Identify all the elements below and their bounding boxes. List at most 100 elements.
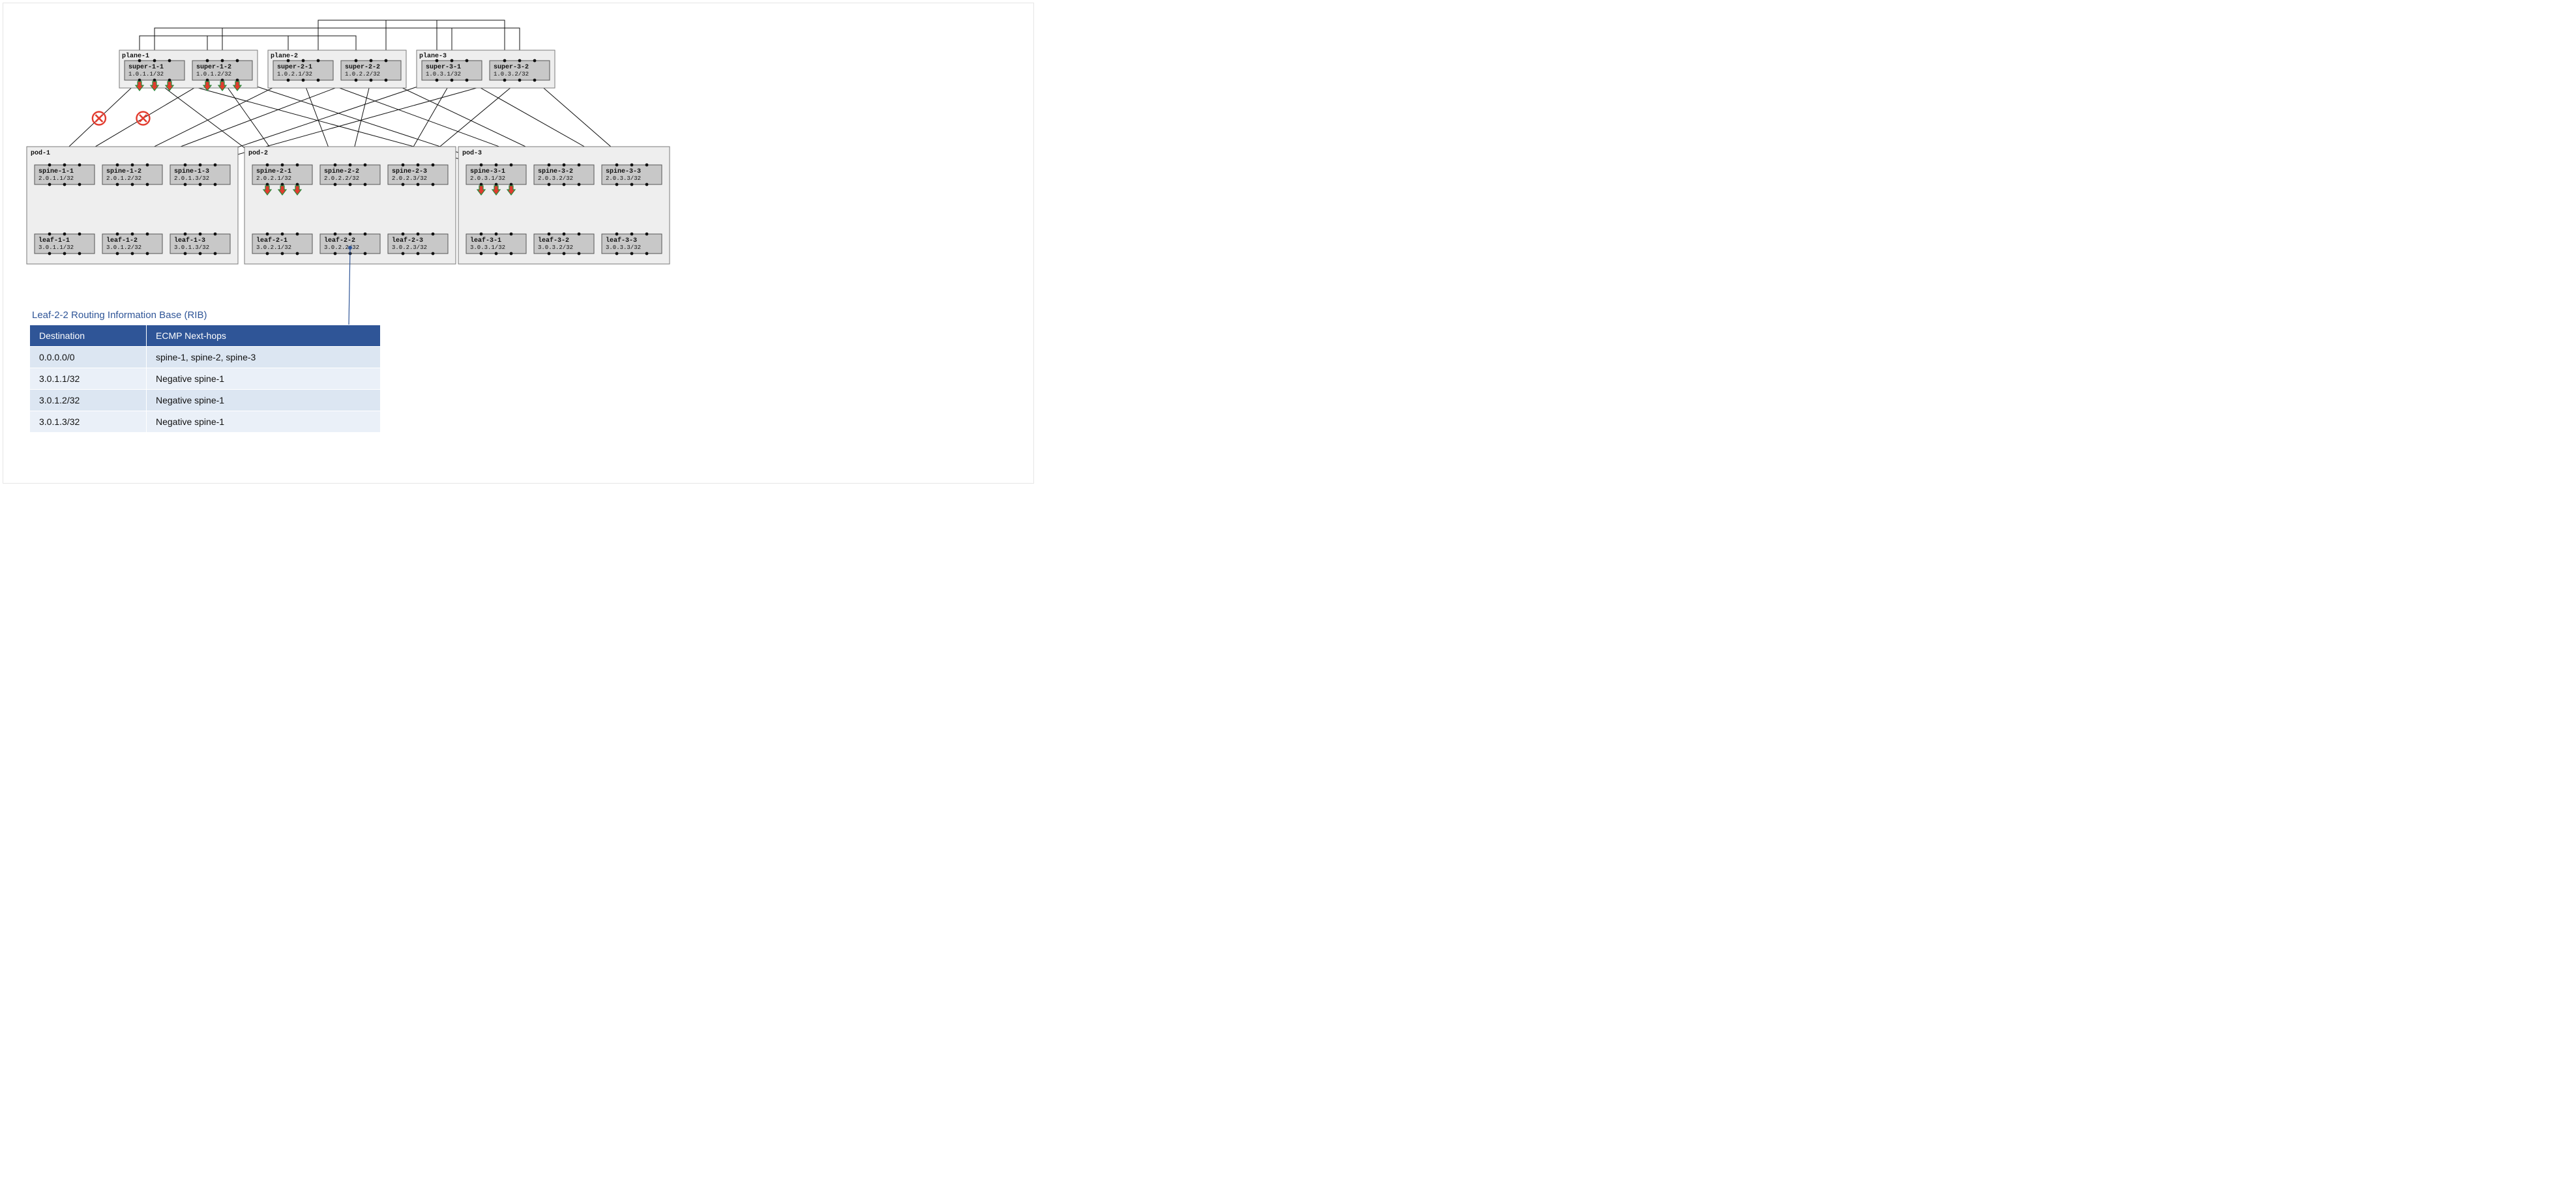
- port-icon: [578, 233, 581, 236]
- port-icon: [645, 233, 649, 236]
- node-title: spine-2-2: [324, 168, 359, 175]
- port-icon: [364, 252, 367, 256]
- port-icon: [432, 252, 435, 256]
- node-subtitle: 3.0.3.3/32: [606, 244, 641, 251]
- port-icon: [287, 59, 290, 63]
- node-title: leaf-1-3: [174, 237, 205, 244]
- diagram-canvas: plane-1plane-2plane-3pod-1pod-2pod-3supe…: [3, 3, 1034, 484]
- node-title: super-2-1: [277, 64, 312, 71]
- port-icon: [302, 59, 305, 63]
- port-icon: [355, 59, 358, 63]
- plane-label: plane-1: [122, 52, 149, 60]
- node-subtitle: 2.0.3.3/32: [606, 175, 641, 182]
- port-icon: [563, 252, 566, 256]
- node-subtitle: 1.0.3.2/32: [494, 71, 529, 78]
- node-subtitle: 1.0.2.1/32: [277, 71, 312, 78]
- port-icon: [48, 233, 52, 236]
- node-subtitle: 3.0.2.2/32: [324, 244, 359, 251]
- port-icon: [533, 79, 537, 82]
- node-subtitle: 3.0.3.2/32: [538, 244, 573, 251]
- port-icon: [199, 233, 202, 236]
- port-icon: [48, 183, 52, 186]
- port-icon: [236, 59, 239, 63]
- port-icon: [402, 233, 405, 236]
- port-icon: [206, 59, 209, 63]
- node-title: spine-2-1: [256, 168, 291, 175]
- node-subtitle: 3.0.2.3/32: [392, 244, 427, 251]
- port-icon: [214, 233, 217, 236]
- port-icon: [503, 79, 507, 82]
- port-icon: [402, 183, 405, 186]
- rib-cell: Negative spine-1: [147, 390, 381, 411]
- plane-label: plane-3: [419, 52, 447, 60]
- node-subtitle: 2.0.2.3/32: [392, 175, 427, 182]
- port-icon: [334, 183, 337, 186]
- rib-cell: 3.0.1.3/32: [30, 411, 147, 433]
- port-icon: [116, 164, 119, 167]
- port-icon: [48, 252, 52, 256]
- port-icon: [349, 183, 352, 186]
- port-icon: [364, 183, 367, 186]
- node-title: leaf-2-2: [324, 237, 355, 244]
- port-icon: [495, 233, 498, 236]
- rib-cell: Negative spine-1: [147, 411, 381, 433]
- port-icon: [199, 252, 202, 256]
- port-icon: [63, 183, 67, 186]
- port-icon: [131, 233, 134, 236]
- rib-row: 3.0.1.1/32Negative spine-1: [30, 368, 381, 390]
- port-icon: [563, 183, 566, 186]
- port-icon: [563, 233, 566, 236]
- node-title: spine-2-3: [392, 168, 427, 175]
- node-subtitle: 3.0.3.1/32: [470, 244, 505, 251]
- node-title: super-1-1: [128, 64, 164, 71]
- node-subtitle: 2.0.2.1/32: [256, 175, 291, 182]
- node-subtitle: 2.0.2.2/32: [324, 175, 359, 182]
- port-icon: [281, 233, 284, 236]
- node-title: leaf-2-3: [392, 237, 423, 244]
- port-icon: [281, 252, 284, 256]
- port-icon: [503, 59, 507, 63]
- port-icon: [116, 183, 119, 186]
- port-icon: [302, 79, 305, 82]
- port-icon: [296, 164, 299, 167]
- port-icon: [334, 252, 337, 256]
- port-icon: [146, 164, 149, 167]
- node-subtitle: 3.0.1.3/32: [174, 244, 209, 251]
- node-title: leaf-1-2: [106, 237, 138, 244]
- pod-label: pod-2: [248, 149, 268, 157]
- port-icon: [349, 164, 352, 167]
- port-icon: [417, 183, 420, 186]
- port-icon: [116, 233, 119, 236]
- port-icon: [349, 233, 352, 236]
- rib-row: 0.0.0.0/0spine-1, spine-2, spine-3: [30, 347, 381, 368]
- port-icon: [615, 252, 619, 256]
- port-icon: [548, 252, 551, 256]
- pod-label: pod-1: [31, 149, 50, 157]
- port-icon: [630, 183, 634, 186]
- port-icon: [533, 59, 537, 63]
- port-icon: [495, 164, 498, 167]
- port-icon: [146, 183, 149, 186]
- node-title: leaf-3-1: [470, 237, 501, 244]
- groups-layer: plane-1plane-2plane-3pod-1pod-2pod-3: [27, 50, 670, 264]
- port-icon: [281, 164, 284, 167]
- port-icon: [466, 59, 469, 63]
- port-icon: [466, 79, 469, 82]
- node-subtitle: 3.0.1.1/32: [38, 244, 74, 251]
- port-icon: [432, 183, 435, 186]
- rib-row: 3.0.1.2/32Negative spine-1: [30, 390, 381, 411]
- port-icon: [199, 183, 202, 186]
- rib-table: DestinationECMP Next-hops0.0.0.0/0spine-…: [29, 325, 381, 433]
- node-subtitle: 1.0.2.2/32: [345, 71, 380, 78]
- port-icon: [131, 164, 134, 167]
- port-icon: [63, 233, 67, 236]
- port-icon: [317, 79, 320, 82]
- port-icon: [548, 164, 551, 167]
- node-subtitle: 2.0.1.3/32: [174, 175, 209, 182]
- port-icon: [436, 59, 439, 63]
- port-icon: [266, 164, 269, 167]
- port-icon: [184, 164, 187, 167]
- port-icon: [221, 59, 224, 63]
- port-icon: [184, 183, 187, 186]
- port-icon: [78, 164, 81, 167]
